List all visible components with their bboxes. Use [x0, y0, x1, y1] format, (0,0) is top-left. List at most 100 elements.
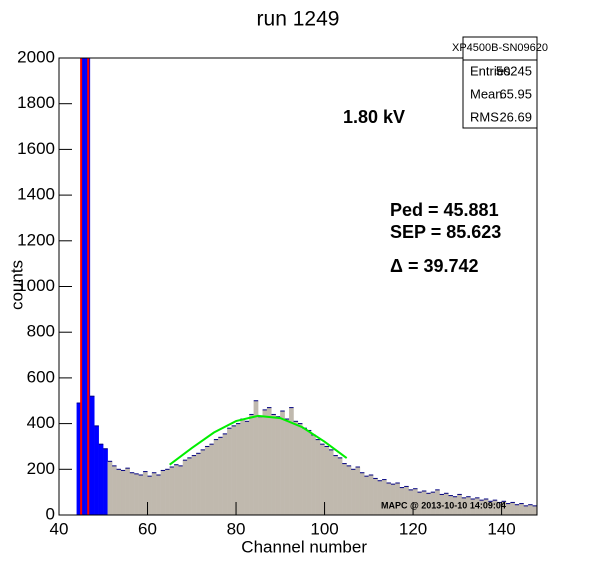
bar	[302, 428, 308, 515]
bar	[297, 423, 303, 515]
bar	[253, 400, 259, 515]
bar	[94, 425, 99, 515]
x-tick-label: 40	[50, 519, 69, 538]
fit-curve	[169, 414, 348, 466]
bar	[346, 465, 352, 515]
bar	[156, 474, 161, 515]
bar	[111, 465, 117, 515]
bar	[165, 469, 170, 515]
stats-label: Entries	[470, 63, 511, 78]
bar	[315, 439, 321, 515]
y-tick-label: 1600	[17, 139, 55, 158]
x-tick-label: 120	[399, 519, 427, 538]
chart-title: run 1249	[257, 8, 340, 31]
stats-label: RMS	[470, 109, 499, 124]
bar	[222, 433, 228, 515]
stats-title: XP4500B-SN09620	[452, 42, 548, 54]
bar	[355, 466, 361, 515]
bar	[218, 437, 223, 515]
y-tick-label: 0	[46, 504, 55, 523]
bar	[328, 449, 334, 515]
bar	[527, 504, 533, 515]
y-tick-label: 200	[27, 459, 55, 478]
bar	[116, 469, 122, 515]
y-tick-label: 600	[27, 367, 55, 386]
bar	[510, 502, 516, 515]
bar	[191, 455, 197, 515]
overlay: 0 200 400 600 800 1000 1200 1400 1600 1800 2000 40 6…	[17, 36, 548, 538]
y-axis-label: counts	[7, 260, 26, 310]
bar	[178, 465, 184, 515]
annotation: Ped = 45.881	[390, 200, 499, 220]
bar	[169, 466, 175, 515]
plot-area	[59, 58, 537, 515]
bar	[227, 428, 232, 515]
bar	[337, 457, 343, 515]
bar	[262, 409, 268, 515]
bar	[523, 505, 529, 515]
bar	[306, 430, 312, 515]
bar	[235, 423, 241, 515]
bar	[266, 407, 272, 515]
bar	[107, 461, 113, 515]
bar	[275, 416, 281, 515]
bar	[324, 446, 330, 515]
annotation: Δ = 39.742	[390, 256, 479, 276]
stats-box	[462, 36, 538, 129]
bar	[373, 478, 378, 515]
bar	[187, 457, 192, 515]
bar	[505, 503, 511, 515]
bar	[160, 470, 166, 515]
bar	[120, 470, 126, 515]
y-tick-label: 1200	[17, 230, 55, 249]
x-tick-label: 140	[487, 519, 515, 538]
stats-value: 50245	[496, 63, 532, 78]
annotation: 1.80 kV	[343, 107, 405, 127]
y-tick-label: 1400	[17, 185, 55, 204]
bar	[280, 410, 285, 515]
stats-label: Mean	[470, 86, 503, 101]
bar	[350, 469, 356, 515]
y-tick-label: 800	[27, 322, 55, 341]
x-tick-label: 80	[227, 519, 246, 538]
x-axis-label: Channel number	[241, 537, 367, 556]
stats-value: 65.95	[499, 86, 532, 101]
bar	[151, 472, 157, 515]
x-tick-label: 100	[310, 519, 338, 538]
bar	[364, 476, 369, 515]
bar	[519, 503, 524, 515]
bar	[196, 453, 201, 515]
bar	[293, 421, 299, 515]
bar	[342, 463, 347, 515]
bar	[98, 444, 104, 515]
bar	[204, 446, 210, 515]
bar	[284, 418, 290, 515]
bar	[231, 425, 237, 515]
bar	[103, 448, 108, 515]
bar	[333, 455, 338, 515]
bar	[258, 416, 263, 515]
bar	[368, 474, 374, 515]
bar	[240, 418, 246, 515]
bar	[147, 476, 153, 515]
y-tick-label: 1000	[17, 276, 55, 295]
bar	[138, 474, 144, 515]
bar	[249, 414, 254, 515]
y-tick-label: 400	[27, 413, 55, 432]
bar	[319, 444, 325, 515]
y-tick-label: 2000	[17, 47, 55, 66]
bar	[311, 434, 316, 515]
stats-value: 26.69	[499, 109, 532, 124]
y-tick-label: 1800	[17, 93, 55, 112]
bar	[134, 473, 139, 515]
bar	[89, 396, 95, 515]
bar	[129, 472, 135, 515]
bar	[209, 444, 215, 515]
bar	[244, 421, 250, 515]
bar	[359, 472, 365, 515]
bar	[125, 468, 130, 515]
annotation: SEP = 85.623	[390, 222, 501, 242]
x-tick-label: 60	[138, 519, 157, 538]
bar	[182, 460, 188, 515]
